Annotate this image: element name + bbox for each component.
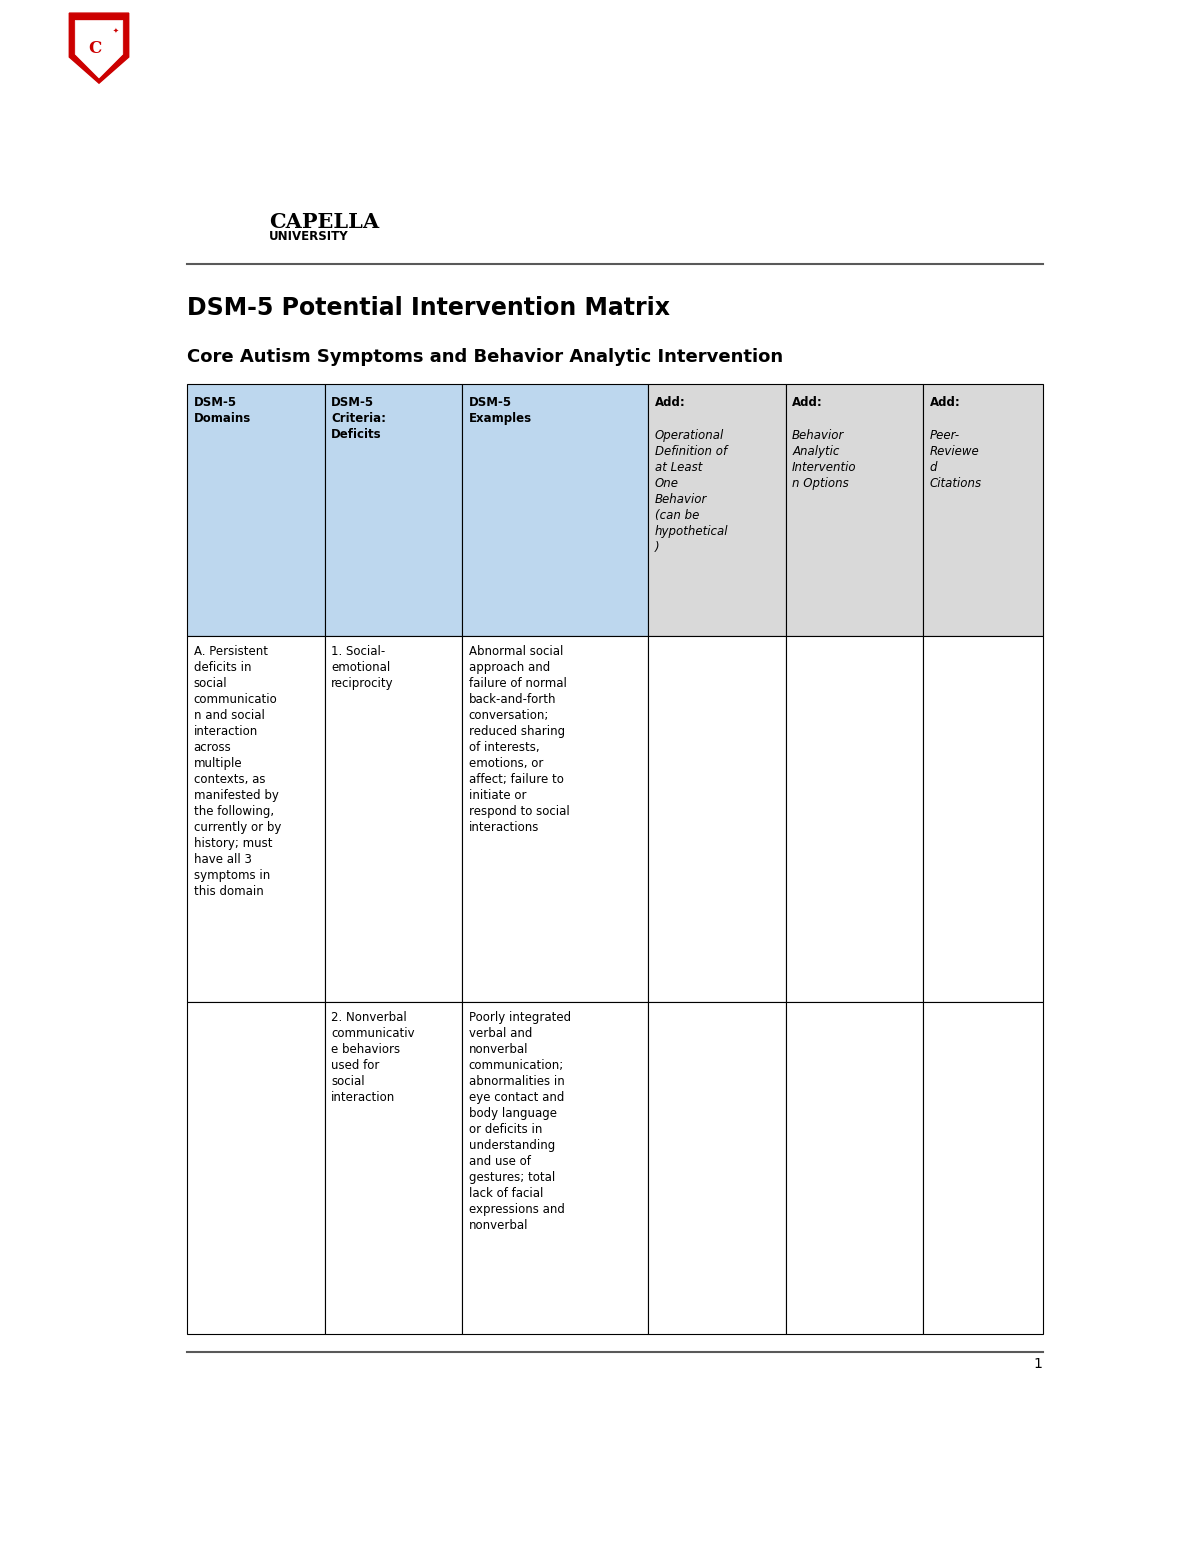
Text: Behavior
Analytic
Interventio
n Options: Behavior Analytic Interventio n Options xyxy=(792,429,857,491)
Text: Add:: Add: xyxy=(792,396,823,408)
Text: ✦: ✦ xyxy=(113,28,119,34)
Text: DSM-5
Domains: DSM-5 Domains xyxy=(193,396,251,424)
Text: Add:: Add: xyxy=(930,396,960,408)
Polygon shape xyxy=(76,20,122,78)
Bar xyxy=(786,635,923,1002)
Text: Poorly integrated
verbal and
nonverbal
communication;
abnormalities in
eye conta: Poorly integrated verbal and nonverbal c… xyxy=(468,1011,571,1232)
Text: C: C xyxy=(89,40,102,56)
Polygon shape xyxy=(70,12,128,84)
Bar xyxy=(462,635,648,1002)
Text: Add:: Add: xyxy=(655,396,685,408)
Bar xyxy=(325,635,462,1002)
Bar xyxy=(462,1002,648,1334)
Bar xyxy=(648,1002,786,1334)
Text: DSM-5
Examples: DSM-5 Examples xyxy=(468,396,532,424)
Text: A. Persistent
deficits in
social
communicatio
n and social
interaction
across
mu: A. Persistent deficits in social communi… xyxy=(193,644,281,898)
Bar xyxy=(462,384,648,635)
Bar xyxy=(325,384,462,635)
Text: 1: 1 xyxy=(1034,1357,1043,1371)
Text: 1. Social-
emotional
reciprocity: 1. Social- emotional reciprocity xyxy=(331,644,394,690)
Bar xyxy=(786,384,923,635)
Text: CAPELLA: CAPELLA xyxy=(269,213,379,233)
Bar xyxy=(923,1002,1043,1334)
Text: Operational
Definition of
at Least
One
Behavior
(can be
hypothetical
): Operational Definition of at Least One B… xyxy=(655,429,728,554)
Text: Peer-
Reviewe
d
Citations: Peer- Reviewe d Citations xyxy=(930,429,982,491)
Bar xyxy=(187,635,325,1002)
Bar xyxy=(648,384,786,635)
Bar xyxy=(187,1002,325,1334)
Text: UNIVERSITY: UNIVERSITY xyxy=(269,230,349,244)
Bar xyxy=(923,384,1043,635)
Bar xyxy=(325,1002,462,1334)
Bar xyxy=(923,635,1043,1002)
Bar xyxy=(648,635,786,1002)
Bar xyxy=(786,1002,923,1334)
Text: DSM-5
Criteria:
Deficits: DSM-5 Criteria: Deficits xyxy=(331,396,386,441)
Text: 2. Nonverbal
communicativ
e behaviors
used for
social
interaction: 2. Nonverbal communicativ e behaviors us… xyxy=(331,1011,415,1104)
Text: DSM-5 Potential Intervention Matrix: DSM-5 Potential Intervention Matrix xyxy=(187,297,671,320)
Bar xyxy=(187,384,325,635)
Text: Core Autism Symptoms and Behavior Analytic Intervention: Core Autism Symptoms and Behavior Analyt… xyxy=(187,348,784,367)
Text: Abnormal social
approach and
failure of normal
back-and-forth
conversation;
redu: Abnormal social approach and failure of … xyxy=(468,644,569,834)
